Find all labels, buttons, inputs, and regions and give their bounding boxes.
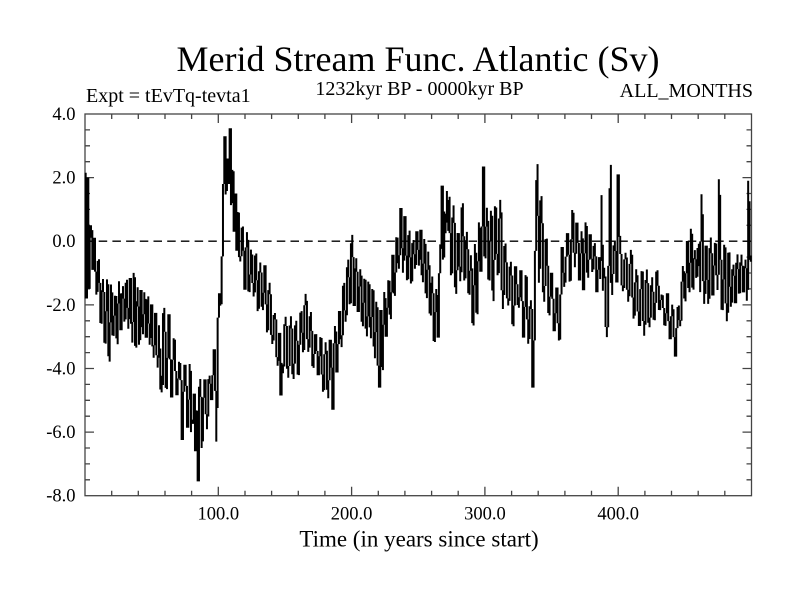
svg-text:-2.0: -2.0: [46, 296, 75, 316]
svg-text:400.0: 400.0: [597, 505, 639, 525]
svg-text:-6.0: -6.0: [46, 423, 75, 443]
svg-text:Time (in years since start): Time (in years since start): [299, 527, 538, 552]
svg-text:0.0: 0.0: [52, 232, 75, 252]
svg-text:300.0: 300.0: [464, 505, 506, 525]
svg-text:Merid Stream Func. Atlantic (S: Merid Stream Func. Atlantic (Sv): [177, 39, 660, 79]
svg-text:-4.0: -4.0: [46, 360, 75, 380]
svg-text:Expt = tEvTq-tevta1: Expt = tEvTq-tevta1: [86, 85, 251, 107]
svg-text:ALL_MONTHS: ALL_MONTHS: [620, 80, 753, 102]
svg-text:4.0: 4.0: [52, 105, 75, 125]
svg-text:200.0: 200.0: [331, 505, 373, 525]
svg-text:1232kyr BP - 0000kyr BP: 1232kyr BP - 0000kyr BP: [315, 78, 523, 100]
svg-text:100.0: 100.0: [197, 505, 239, 525]
svg-text:-8.0: -8.0: [46, 487, 75, 507]
svg-text:2.0: 2.0: [52, 169, 75, 189]
